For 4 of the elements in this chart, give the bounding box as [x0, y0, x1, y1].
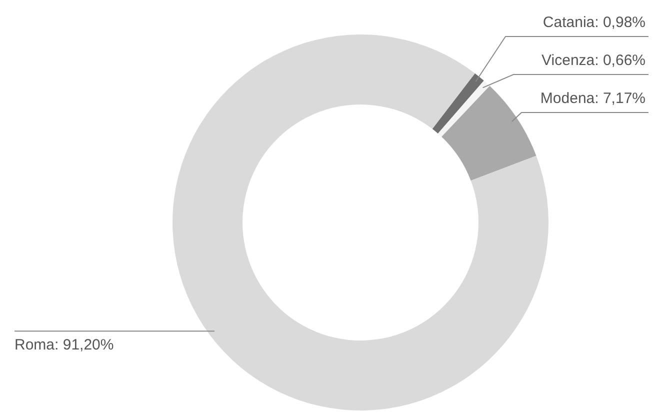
slice-label: Vicenza: 0,66% — [542, 52, 646, 69]
slice-label: Catania: 0,98% — [542, 14, 646, 31]
slice-label: Roma: 91,20% — [14, 336, 114, 354]
slice-label: Modena: 7,17% — [540, 90, 646, 107]
